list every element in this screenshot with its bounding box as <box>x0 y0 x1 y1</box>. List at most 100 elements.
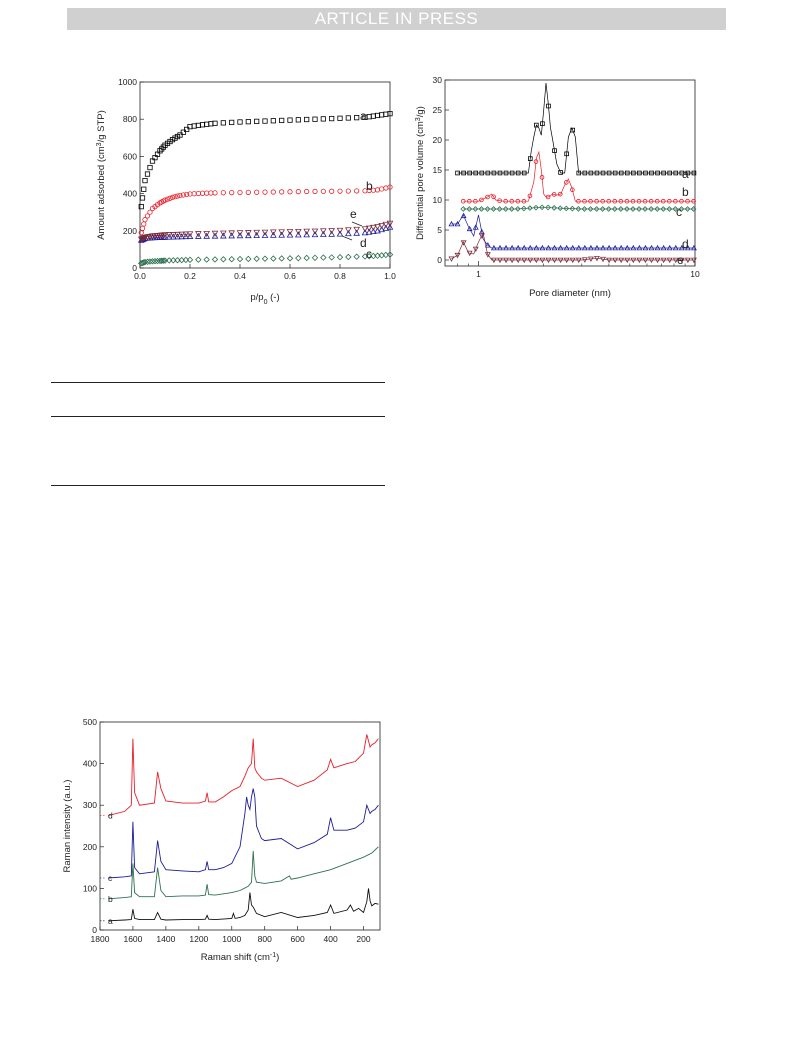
y-tick-label: 600 <box>123 151 137 161</box>
data-point <box>654 244 661 251</box>
y-tick-label: 15 <box>433 165 443 175</box>
y-tick-label: 10 <box>433 195 443 205</box>
data-point <box>557 244 564 251</box>
y-tick-label: 5 <box>437 225 442 235</box>
data-point <box>354 115 360 121</box>
data-point <box>606 170 612 176</box>
data-point <box>587 206 594 212</box>
data-point <box>588 198 593 204</box>
data-point <box>303 254 310 262</box>
data-point <box>545 194 551 200</box>
data-point <box>593 255 600 262</box>
data-point <box>172 194 178 200</box>
data-point <box>345 253 352 261</box>
data-point <box>605 206 612 212</box>
data-point <box>534 122 539 128</box>
series-line-c <box>463 206 695 210</box>
data-point <box>660 206 667 212</box>
data-point <box>642 257 649 264</box>
data-point <box>551 257 558 264</box>
data-point <box>684 257 691 264</box>
y-axis-label: Raman intensity (a.u.) <box>62 780 73 873</box>
data-point <box>295 231 302 238</box>
data-point <box>600 244 606 251</box>
data-point <box>178 231 185 238</box>
data-point <box>533 257 540 264</box>
data-point <box>361 226 369 233</box>
data-point <box>527 193 533 199</box>
data-point <box>170 233 177 240</box>
x-tick-label: 800 <box>258 934 272 944</box>
data-point <box>455 170 460 176</box>
data-point <box>587 256 594 263</box>
data-point <box>569 244 576 251</box>
data-point <box>642 206 648 212</box>
data-point <box>490 206 497 212</box>
data-point <box>514 206 521 212</box>
y-tick-label: 0 <box>437 255 442 265</box>
data-point <box>286 229 294 236</box>
data-point <box>533 204 539 211</box>
data-point <box>685 198 690 204</box>
data-point <box>660 244 667 251</box>
data-point <box>245 119 251 125</box>
data-point <box>485 170 491 176</box>
series-e <box>448 231 697 264</box>
data-point <box>636 198 642 204</box>
data-point <box>648 244 655 251</box>
data-point <box>667 198 672 204</box>
data-point <box>386 223 394 230</box>
data-point <box>345 115 351 121</box>
series-label-b: b <box>108 894 113 904</box>
data-point <box>612 244 619 251</box>
data-point <box>521 205 527 212</box>
data-point <box>245 255 252 263</box>
series-c <box>460 204 697 212</box>
data-point <box>473 198 478 204</box>
data-point <box>618 198 624 204</box>
y-tick-label: 100 <box>83 883 97 893</box>
data-point <box>552 148 557 153</box>
x-tick-label: 1.0 <box>384 271 396 281</box>
data-point <box>164 196 171 202</box>
data-point <box>195 122 201 129</box>
x-tick-label: 1000 <box>222 934 241 944</box>
data-point <box>496 206 503 212</box>
y-tick-label: 25 <box>433 105 443 115</box>
data-point <box>228 255 235 263</box>
data-point <box>141 258 149 266</box>
data-point <box>636 244 643 251</box>
series-line-b <box>108 846 379 900</box>
data-point <box>540 121 545 126</box>
data-point <box>600 256 606 263</box>
data-point <box>261 255 269 262</box>
data-point <box>503 257 509 264</box>
data-point <box>587 244 594 251</box>
data-point <box>557 205 564 212</box>
data-point <box>279 117 285 124</box>
data-point <box>199 122 206 128</box>
data-point <box>576 170 582 176</box>
series-e <box>137 220 394 243</box>
data-point <box>509 170 515 176</box>
data-point <box>329 188 335 194</box>
series-b <box>138 184 393 236</box>
data-point <box>484 252 491 258</box>
data-point <box>303 228 310 235</box>
data-point <box>569 205 576 212</box>
data-point <box>141 221 147 227</box>
data-point <box>365 225 373 232</box>
data-point <box>533 159 539 164</box>
data-point <box>563 205 570 212</box>
data-point <box>575 206 582 212</box>
data-point <box>527 244 534 251</box>
data-point <box>558 170 563 175</box>
data-point <box>539 244 546 251</box>
x-tick-label: 1800 <box>91 934 110 944</box>
data-point <box>648 257 655 264</box>
data-point <box>521 170 527 176</box>
series-label-b: b <box>682 185 689 199</box>
data-point <box>361 229 369 236</box>
data-point <box>208 121 214 127</box>
series-label-d: d <box>360 236 367 250</box>
